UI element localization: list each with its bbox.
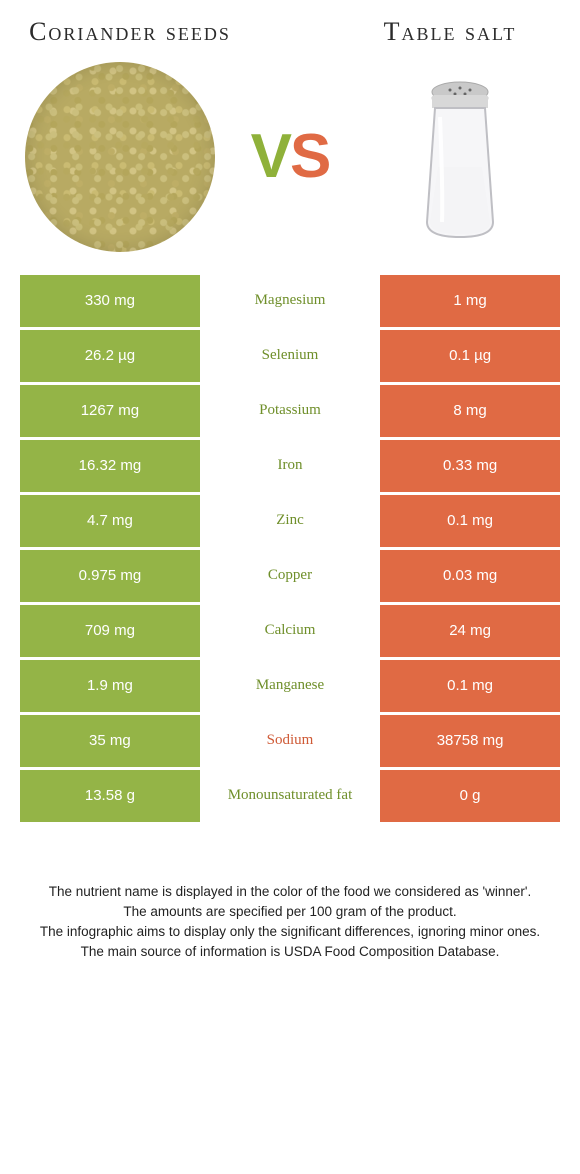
nutrient-name: Magnesium	[200, 275, 380, 327]
right-value: 38758 mg	[380, 715, 560, 767]
left-value: 330 mg	[20, 275, 200, 327]
table-row: 35 mgSodium38758 mg	[20, 715, 560, 767]
right-value: 0.33 mg	[380, 440, 560, 492]
table-row: 709 mgCalcium24 mg	[20, 605, 560, 657]
nutrient-name: Manganese	[200, 660, 380, 712]
left-title: Coriander seeds	[20, 18, 240, 47]
table-row: 0.975 mgCopper0.03 mg	[20, 550, 560, 602]
nutrient-name: Calcium	[200, 605, 380, 657]
salt-image	[360, 57, 560, 257]
left-value: 26.2 µg	[20, 330, 200, 382]
left-value: 13.58 g	[20, 770, 200, 822]
table-row: 26.2 µgSelenium0.1 µg	[20, 330, 560, 382]
right-title-block: Table salt	[340, 18, 560, 47]
vs-label: VS	[251, 126, 330, 188]
table-row: 1.9 mgManganese0.1 mg	[20, 660, 560, 712]
table-row: 13.58 gMonounsaturated fat0 g	[20, 770, 560, 822]
nutrient-name: Potassium	[200, 385, 380, 437]
footer-line-3: The infographic aims to display only the…	[30, 922, 550, 942]
left-value: 709 mg	[20, 605, 200, 657]
images-row: VS	[20, 57, 560, 257]
left-value: 35 mg	[20, 715, 200, 767]
footer-line-4: The main source of information is USDA F…	[30, 942, 550, 962]
footer-line-1: The nutrient name is displayed in the co…	[30, 882, 550, 902]
right-value: 24 mg	[380, 605, 560, 657]
nutrient-name: Sodium	[200, 715, 380, 767]
left-value: 0.975 mg	[20, 550, 200, 602]
footer: The nutrient name is displayed in the co…	[20, 882, 560, 963]
table-row: 1267 mgPotassium8 mg	[20, 385, 560, 437]
seeds-icon	[25, 62, 215, 252]
left-value: 4.7 mg	[20, 495, 200, 547]
table-row: 330 mgMagnesium1 mg	[20, 275, 560, 327]
nutrient-name: Copper	[200, 550, 380, 602]
right-title: Table salt	[340, 18, 560, 47]
right-value: 0.1 mg	[380, 660, 560, 712]
nutrient-name: Monounsaturated fat	[200, 770, 380, 822]
left-value: 1.9 mg	[20, 660, 200, 712]
left-value: 1267 mg	[20, 385, 200, 437]
right-value: 0.1 mg	[380, 495, 560, 547]
left-title-block: Coriander seeds	[20, 18, 240, 47]
nutrient-table: 330 mgMagnesium1 mg26.2 µgSelenium0.1 µg…	[20, 275, 560, 822]
nutrient-name: Zinc	[200, 495, 380, 547]
left-value: 16.32 mg	[20, 440, 200, 492]
table-row: 4.7 mgZinc0.1 mg	[20, 495, 560, 547]
right-value: 0.1 µg	[380, 330, 560, 382]
nutrient-name: Iron	[200, 440, 380, 492]
right-value: 0 g	[380, 770, 560, 822]
nutrient-name: Selenium	[200, 330, 380, 382]
right-value: 0.03 mg	[380, 550, 560, 602]
right-value: 1 mg	[380, 275, 560, 327]
header: Coriander seeds Table salt	[20, 18, 560, 47]
salt-shaker-icon	[410, 72, 510, 242]
footer-line-2: The amounts are specified per 100 gram o…	[30, 902, 550, 922]
table-row: 16.32 mgIron0.33 mg	[20, 440, 560, 492]
coriander-image	[20, 57, 220, 257]
right-value: 8 mg	[380, 385, 560, 437]
